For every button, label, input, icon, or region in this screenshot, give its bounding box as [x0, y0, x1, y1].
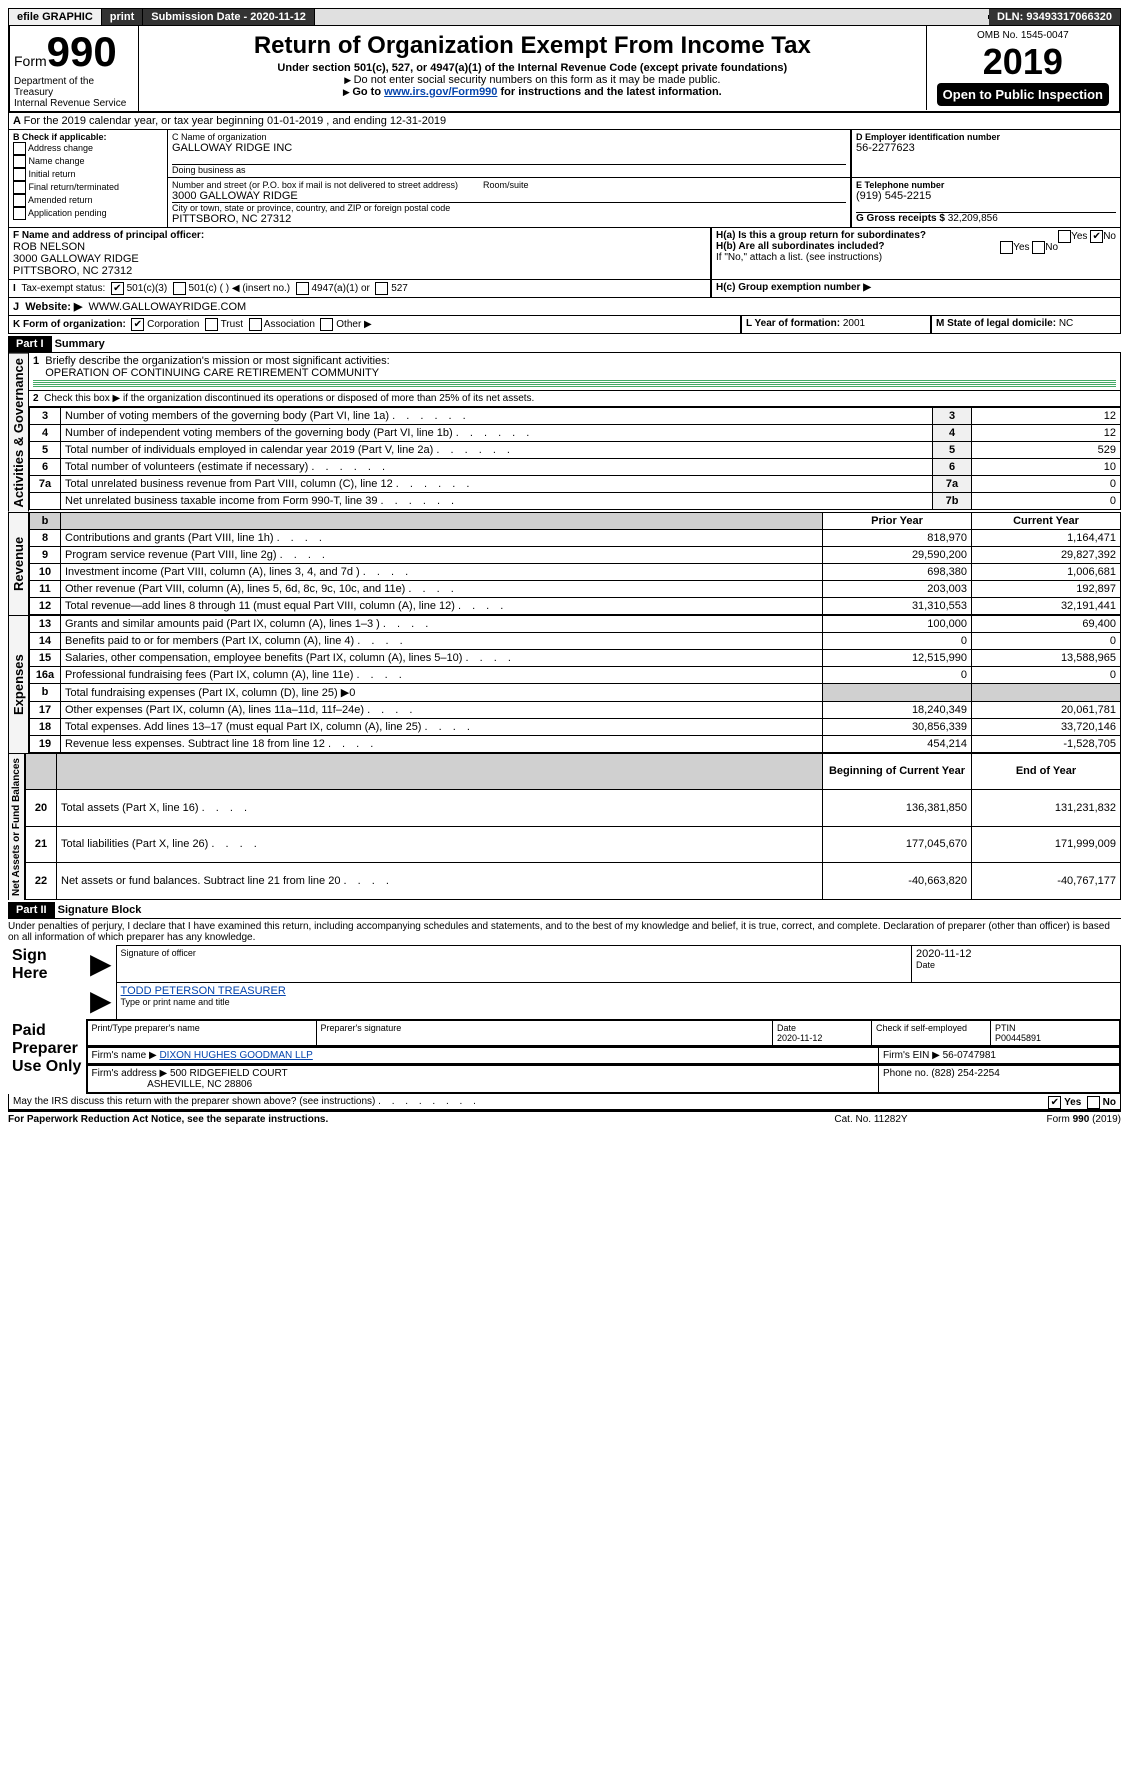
- box-l-label: L Year of formation:: [746, 318, 840, 329]
- firm-address: 500 RIDGEFIELD COURT: [170, 1068, 288, 1079]
- goto-line: Go to www.irs.gov/Form990 for instructio…: [143, 86, 922, 98]
- check-application-pending[interactable]: Application pending: [28, 208, 107, 218]
- irs-link[interactable]: www.irs.gov/Form990: [384, 86, 497, 98]
- open-to-public-badge: Open to Public Inspection: [937, 83, 1109, 106]
- check-amended[interactable]: Amended return: [28, 195, 93, 205]
- sig-date: 2020-11-12: [916, 948, 1116, 960]
- box-c-name-label: C Name of organization: [172, 132, 846, 142]
- governance-table: 3Number of voting members of the governi…: [29, 407, 1121, 510]
- form-subtitle: Under section 501(c), 527, or 4947(a)(1)…: [143, 62, 922, 74]
- mission-text: OPERATION OF CONTINUING CARE RETIREMENT …: [45, 367, 379, 379]
- check-initial-return[interactable]: Initial return: [29, 169, 76, 179]
- pp-name-label: Print/Type preparer's name: [87, 1021, 316, 1046]
- revenue-table: b Prior Year Current Year 8Contributions…: [29, 512, 1121, 615]
- pp-self-employed[interactable]: Check if self-employed: [872, 1021, 991, 1046]
- check-other[interactable]: Other ▶: [336, 319, 371, 330]
- paid-preparer-label: Paid Preparer Use Only: [8, 1020, 86, 1094]
- part1-header: Part I Summary: [8, 336, 1121, 353]
- check-trust[interactable]: Trust: [221, 319, 243, 330]
- signature-table: Sign Here ▶ Signature of officer 2020-11…: [8, 945, 1121, 1095]
- form-footer: Form 990 (2019): [971, 1114, 1121, 1125]
- check-4947[interactable]: 4947(a)(1) or: [311, 283, 369, 294]
- box-k-label: K Form of organization:: [13, 319, 126, 330]
- tax-year: 2019: [937, 41, 1109, 83]
- discuss-label: May the IRS discuss this return with the…: [13, 1096, 375, 1107]
- check-corporation[interactable]: Corporation: [147, 319, 199, 330]
- box-e-label: E Telephone number: [856, 180, 1116, 190]
- ein-value: 56-2277623: [856, 142, 1116, 154]
- firm-phone: (828) 254-2254: [931, 1068, 999, 1079]
- officer-addr1: 3000 GALLOWAY RIDGE: [13, 253, 706, 265]
- check-name-change[interactable]: Name change: [29, 156, 85, 166]
- hb-label: H(b) Are all subordinates included?: [716, 241, 885, 252]
- dln-label: DLN: 93493317066320: [989, 9, 1120, 25]
- pp-sig-label: Preparer's signature: [316, 1021, 773, 1046]
- vlabel-net-assets: Net Assets or Fund Balances: [8, 753, 25, 900]
- period-line: A For the 2019 calendar year, or tax yea…: [8, 113, 1121, 130]
- hc-label: H(c) Group exemption number ▶: [716, 282, 871, 293]
- vlabel-revenue: Revenue: [8, 512, 29, 615]
- box-f-label: F Name and address of principal officer:: [13, 230, 204, 241]
- omb-number: OMB No. 1545-0047: [937, 30, 1109, 41]
- vlabel-governance: Activities & Governance: [8, 353, 29, 512]
- box-m-label: M State of legal domicile:: [936, 318, 1056, 329]
- pp-date: 2020-11-12: [777, 1033, 822, 1043]
- check-527[interactable]: 527: [391, 283, 408, 294]
- cat-no: Cat. No. 11282Y: [771, 1114, 971, 1125]
- box-d-label: D Employer identification number: [856, 132, 1116, 142]
- form-title: Return of Organization Exempt From Incom…: [143, 32, 922, 60]
- officer-typed-name: TODD PETERSON TREASURER: [121, 985, 1116, 997]
- part2-header: Part II Signature Block: [8, 902, 1121, 919]
- expenses-table: 13Grants and similar amounts paid (Part …: [29, 615, 1121, 753]
- check-address-change[interactable]: Address change: [28, 143, 93, 153]
- box-g-label: G Gross receipts $: [856, 213, 945, 224]
- perjury-text: Under penalties of perjury, I declare th…: [8, 919, 1121, 945]
- line2-text: Check this box ▶ if the organization dis…: [44, 393, 534, 404]
- net-assets-table: Beginning of Current Year End of Year 20…: [25, 753, 1121, 900]
- state-domicile: NC: [1059, 318, 1073, 329]
- officer-name: ROB NELSON: [13, 241, 706, 253]
- firm-ein: 56-0747981: [943, 1050, 996, 1061]
- print-button[interactable]: print: [102, 9, 143, 25]
- efile-label: efile GRAPHIC: [9, 9, 102, 25]
- box-j-label: Website: ▶: [25, 301, 82, 313]
- org-name: GALLOWAY RIDGE INC: [172, 142, 846, 154]
- dept-treasury: Department of the Treasury: [14, 76, 134, 98]
- telephone: (919) 545-2215: [856, 190, 1116, 202]
- box-b-heading: B Check if applicable:: [13, 132, 163, 142]
- ptin-value: P00445891: [995, 1033, 1041, 1043]
- box-i-label: Tax-exempt status:: [21, 283, 105, 294]
- dba-label: Doing business as: [172, 164, 846, 175]
- year-formation: 2001: [843, 318, 865, 329]
- submission-date-label: Submission Date - 2020-11-12: [143, 9, 315, 25]
- form-number: 990: [47, 28, 117, 75]
- check-association[interactable]: Association: [264, 319, 315, 330]
- ha-label: H(a) Is this a group return for subordin…: [716, 230, 926, 241]
- sign-here-label: Sign Here: [8, 945, 86, 1020]
- officer-addr2: PITTSBORO, NC 27312: [13, 265, 706, 277]
- org-city: PITTSBORO, NC 27312: [172, 213, 846, 225]
- check-501c[interactable]: 501(c) ( ) ◀ (insert no.): [189, 283, 291, 294]
- firm-name: DIXON HUGHES GOODMAN LLP: [159, 1050, 312, 1061]
- ssn-warning: Do not enter social security numbers on …: [143, 74, 922, 86]
- form-header: Form990 Department of the Treasury Inter…: [8, 26, 1121, 113]
- form-label: Form: [14, 53, 47, 69]
- top-toolbar: efile GRAPHIC print Submission Date - 20…: [8, 8, 1121, 26]
- sig-officer-label: Signature of officer: [121, 948, 907, 958]
- vlabel-expenses: Expenses: [8, 615, 29, 753]
- entity-block: B Check if applicable: Address change Na…: [8, 130, 1121, 228]
- paperwork-notice: For Paperwork Reduction Act Notice, see …: [8, 1114, 328, 1125]
- gross-receipts: 32,209,856: [948, 213, 998, 224]
- org-address: 3000 GALLOWAY RIDGE: [172, 190, 846, 202]
- addr-label: Number and street (or P.O. box if mail i…: [172, 180, 846, 190]
- check-501c3[interactable]: 501(c)(3): [127, 283, 168, 294]
- line1-label: Briefly describe the organization's miss…: [45, 355, 389, 367]
- irs-label: Internal Revenue Service: [14, 98, 134, 109]
- city-label: City or town, state or province, country…: [172, 202, 846, 213]
- check-final-return[interactable]: Final return/terminated: [29, 182, 120, 192]
- typed-label: Type or print name and title: [121, 997, 1116, 1007]
- website-url[interactable]: WWW.GALLOWAYRIDGE.COM: [89, 301, 247, 313]
